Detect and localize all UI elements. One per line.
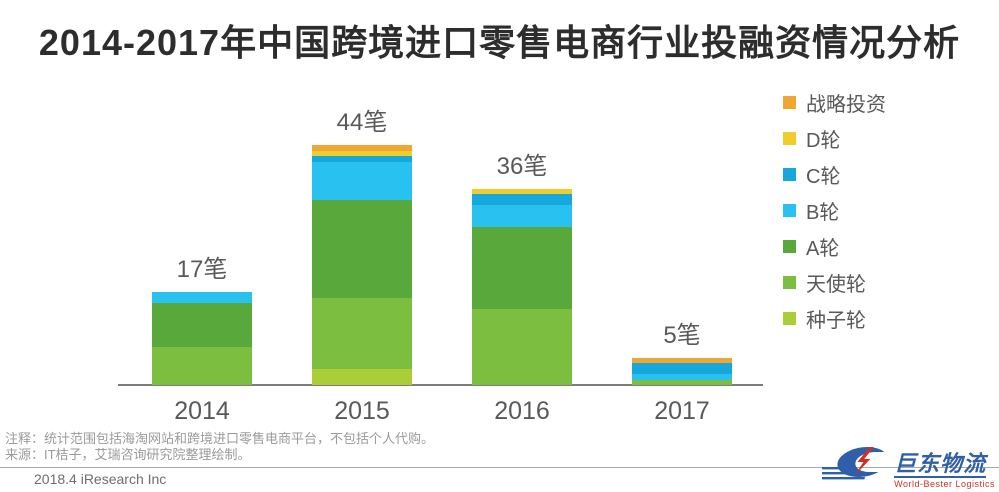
x-axis-label-2015: 2015 [334,397,390,425]
bar-segment-D轮-2015 [312,150,412,157]
bar-segment-天使轮-2016 [472,308,572,385]
bar-total-label-2016: 36笔 [496,152,548,180]
bar-segment-C轮-2015 [312,156,412,162]
bar-total-label-2017: 5笔 [663,321,701,349]
bar-segment-种子轮-2015 [312,368,412,385]
bar-segment-B轮-2017 [632,374,732,380]
bar-total-label-2014: 17笔 [176,256,228,284]
legend-swatch-icon [783,167,796,181]
legend-label: 战略投资 [806,93,886,116]
legend-item-战略投资: 战略投资 [783,90,886,116]
separator-line [0,467,999,468]
legend-label: B轮 [806,201,840,224]
legend-label: C轮 [806,165,841,188]
legend-item-B轮: B轮 [783,198,886,224]
x-axis-label-2016: 2016 [494,397,550,425]
legend-swatch-icon [783,131,796,145]
watermark-logo-tagline: World-Bester Logistics [894,479,995,489]
bar-segment-C轮-2016 [472,194,572,206]
legend-label: 种子轮 [806,309,866,332]
bar-segment-D轮-2016 [472,188,572,195]
note-line-2: 来源：IT桔子，艾瑞咨询研究院整理绘制。 [5,447,251,462]
x-axis-label-2017: 2017 [654,397,710,425]
x-axis-line [118,384,763,386]
legend-swatch-icon [783,203,796,217]
legend-swatch-icon [783,311,796,325]
bar-segment-A轮-2016 [472,226,572,309]
chart-title: 2014-2017年中国跨境进口零售电商行业投融资情况分析 [38,22,961,63]
legend-item-种子轮: 种子轮 [783,306,886,332]
bar-segment-B轮-2014 [152,292,252,304]
legend-label: D轮 [806,129,841,152]
legend-item-C轮: C轮 [783,162,886,188]
legend: 战略投资 D轮 C轮 B轮 A轮天使轮种子轮 [783,90,886,342]
legend-swatch-icon [783,239,796,253]
legend-label: A轮 [806,237,840,260]
legend-swatch-icon [783,275,796,289]
watermark-logo: 巨东物流 World-Bester Logistics [815,439,995,490]
source-credit: 2018.4 iResearch Inc [34,471,167,487]
train-logo-icon [815,439,900,490]
legend-item-D轮: D轮 [783,126,886,152]
bar-segment-天使轮-2014 [152,346,252,385]
bar-segment-A轮-2015 [312,199,412,298]
bar-segment-B轮-2015 [312,161,412,200]
bar-segment-A轮-2014 [152,303,252,347]
legend-swatch-icon [783,95,796,109]
legend-item-天使轮: 天使轮 [783,270,886,296]
bar-segment-天使轮-2017 [632,379,732,385]
legend-label: 天使轮 [806,273,866,296]
footnotes: 注释：统计范围包括海淘网站和跨境进口零售电商平台，不包括个人代购。 来源：IT桔… [5,431,434,463]
bar-segment-B轮-2016 [472,205,572,227]
x-axis-label-2014: 2014 [174,397,230,425]
bar-segment-天使轮-2015 [312,297,412,369]
bar-segment-战略投资-2017 [632,357,732,364]
legend-item-A轮: A轮 [783,234,886,260]
watermark-logo-name: 巨东物流 [894,451,987,478]
note-line-1: 注释：统计范围包括海淘网站和跨境进口零售电商平台，不包括个人代购。 [5,431,435,446]
bar-total-label-2015: 44笔 [336,109,388,137]
bar-segment-C轮-2017 [632,363,732,375]
bar-segment-战略投资-2015 [312,145,412,151]
